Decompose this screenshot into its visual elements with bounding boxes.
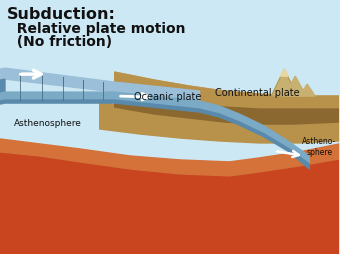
Text: Continental plate: Continental plate [215,88,300,98]
Polygon shape [271,70,297,97]
Polygon shape [115,73,339,110]
Text: Relative plate motion: Relative plate motion [7,22,186,36]
Text: Astheno-
sphere: Astheno- sphere [302,137,336,156]
Text: (No friction): (No friction) [7,35,112,49]
Polygon shape [0,139,339,176]
Polygon shape [0,69,200,102]
Polygon shape [0,93,309,164]
Polygon shape [299,85,315,97]
Text: Subduction:: Subduction: [7,7,116,22]
Polygon shape [115,73,339,112]
Polygon shape [280,70,288,77]
Polygon shape [115,90,339,124]
Polygon shape [0,152,339,254]
Polygon shape [284,77,306,97]
Polygon shape [100,103,339,144]
Polygon shape [140,97,339,124]
Text: Asthenosphere: Asthenosphere [14,118,82,127]
Polygon shape [0,101,309,169]
Text: Oceanic plate: Oceanic plate [134,92,201,102]
Polygon shape [0,80,5,94]
